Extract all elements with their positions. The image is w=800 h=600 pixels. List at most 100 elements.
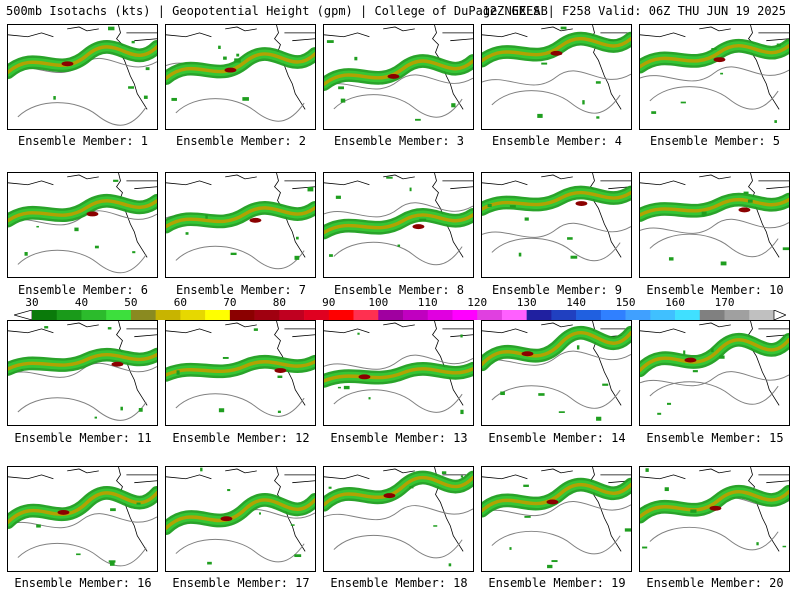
isotach-speckle [701, 211, 707, 216]
map-canvas [640, 173, 789, 266]
colorbar-swatch [699, 310, 725, 320]
isotach-speckle [223, 56, 227, 60]
isotach-speckle [547, 564, 553, 569]
coastline [8, 173, 157, 258]
colorbar-tick-label: 70 [223, 296, 237, 309]
isotach-band [8, 352, 157, 371]
isotach-speckle [651, 111, 657, 114]
isotach-speckle [94, 416, 97, 419]
colorbar-tick-label: 170 [714, 296, 735, 309]
height-contour [17, 249, 147, 274]
isotach-speckle [185, 232, 189, 235]
isotach-band [166, 360, 315, 377]
colorbar-swatch [650, 310, 676, 320]
isotach-speckle [200, 467, 203, 472]
isotach-speckle [340, 98, 346, 103]
isotach-speckle [666, 402, 672, 405]
isotach-speckle [567, 237, 573, 240]
member-caption: Ensemble Member: 15 [646, 431, 784, 445]
colorbar-tick-label: 80 [272, 296, 286, 309]
isotach-speckle [44, 326, 49, 329]
map-canvas [8, 25, 157, 126]
colorbar-swatch [106, 310, 132, 320]
ensemble-member-map [165, 320, 316, 426]
jet-maximum [713, 57, 726, 63]
isotach-speckle [207, 561, 212, 565]
isotach-speckle [242, 97, 249, 101]
map-canvas [8, 467, 157, 567]
ensemble-member-map [165, 24, 316, 130]
jet-maximum [111, 361, 124, 367]
colorbar-swatch [749, 310, 775, 320]
colorbar-tick-label: 40 [74, 296, 89, 309]
isotach-speckle [343, 385, 350, 390]
isotach-band [640, 197, 789, 217]
colorbar-tick-label: 110 [417, 296, 438, 309]
isotach-speckle [107, 327, 112, 330]
isotach-speckle [236, 53, 240, 57]
map-canvas [166, 173, 315, 270]
isotach-speckle [509, 205, 516, 208]
height-contour [324, 505, 473, 521]
jet-maximum [274, 368, 287, 373]
ensemble-member-map [639, 24, 790, 130]
map-canvas [166, 467, 315, 565]
height-contour [482, 70, 631, 86]
map-canvas [324, 173, 473, 266]
member-caption: Ensemble Member: 9 [491, 283, 623, 297]
coastline [8, 25, 157, 110]
colorbar-tick-label: 100 [368, 296, 389, 309]
isotach-speckle [397, 244, 401, 247]
isotach-speckle [337, 386, 341, 389]
height-contour [649, 86, 779, 110]
isotach-band [640, 43, 789, 69]
isotach-speckle [338, 86, 344, 90]
map-canvas [482, 467, 631, 569]
isotach-speckle [756, 542, 759, 546]
height-contour [491, 385, 621, 409]
isotach-speckle [537, 113, 543, 118]
coastline [482, 467, 631, 552]
isotach-speckle [460, 334, 463, 338]
isotach-band [482, 36, 631, 63]
height-contour [175, 98, 305, 122]
jet-maximum [546, 499, 559, 505]
isotach-speckle [36, 524, 41, 528]
isotach-speckle [720, 261, 727, 266]
isotach-speckle [218, 408, 225, 413]
isotach-speckle [328, 486, 332, 489]
isotach-speckle [222, 356, 229, 359]
ensemble-member-map [165, 172, 316, 278]
coastline [482, 173, 631, 258]
isotach-speckle [683, 350, 686, 355]
ensemble-member-map [323, 24, 474, 130]
height-contour [640, 66, 789, 82]
height-contour [324, 354, 473, 370]
isotach-speckle [560, 26, 567, 30]
map-canvas [640, 321, 789, 415]
isotach-speckle [487, 203, 492, 208]
jet-maximum [684, 357, 697, 363]
colorbar-swatch [130, 310, 156, 320]
isotach-speckle [541, 62, 548, 65]
isotach-speckle [551, 560, 558, 563]
colorbar-swatch [56, 310, 82, 320]
isotach-speckle [451, 103, 456, 108]
isotach-speckle [558, 411, 565, 413]
member-caption: Ensemble Member: 1 [17, 134, 149, 148]
isotach-speckle [176, 370, 180, 375]
isotach-speckle [108, 560, 116, 563]
member-caption: Ensemble Member: 2 [175, 134, 307, 148]
height-contour [640, 371, 789, 387]
isotach-band [640, 489, 789, 519]
isotach-speckle [74, 227, 79, 232]
run-valid-time: 12Z GEFS | F258 Valid: 06Z THU JUN 19 20… [482, 4, 786, 18]
isotach-speckle [645, 468, 649, 472]
member-caption: Ensemble Member: 6 [17, 283, 149, 297]
height-contour [333, 94, 463, 118]
coastline [640, 25, 789, 110]
colorbar-swatch [304, 310, 330, 320]
isotach-speckle [128, 86, 135, 89]
isotach-speckle [570, 255, 578, 259]
isotach-speckle [576, 345, 580, 350]
